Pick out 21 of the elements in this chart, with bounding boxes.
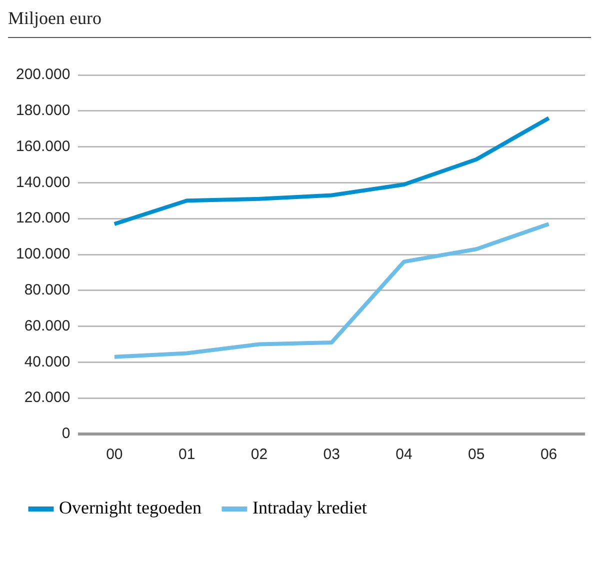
x-tick-label: 05 (468, 446, 485, 464)
y-tick-label: 0 (62, 425, 70, 442)
legend-label: Intraday krediet (252, 498, 367, 518)
y-tick-label: 120.000 (16, 210, 70, 227)
y-tick-label: 140.000 (16, 174, 70, 191)
y-tick-label: 200.000 (16, 66, 70, 84)
x-tick-label: 00 (106, 446, 123, 464)
chart-title: Miljoen euro (8, 8, 591, 38)
y-tick-label: 20.000 (24, 389, 70, 406)
x-tick-label: 02 (250, 446, 268, 464)
x-tick-label: 06 (540, 446, 558, 464)
y-tick-label: 100.000 (16, 246, 70, 263)
y-tick-label: 80.000 (24, 282, 70, 299)
x-tick-label: 01 (178, 446, 196, 464)
y-tick-label: 180.000 (16, 102, 70, 120)
y-tick-label: 160.000 (16, 138, 70, 155)
legend-label: Overnight tegoeden (59, 498, 202, 518)
y-tick-label: 60.000 (24, 317, 70, 334)
x-tick-label: 03 (323, 446, 340, 464)
x-tick-label: 04 (396, 446, 412, 464)
y-tick-label: 40.000 (24, 353, 70, 370)
